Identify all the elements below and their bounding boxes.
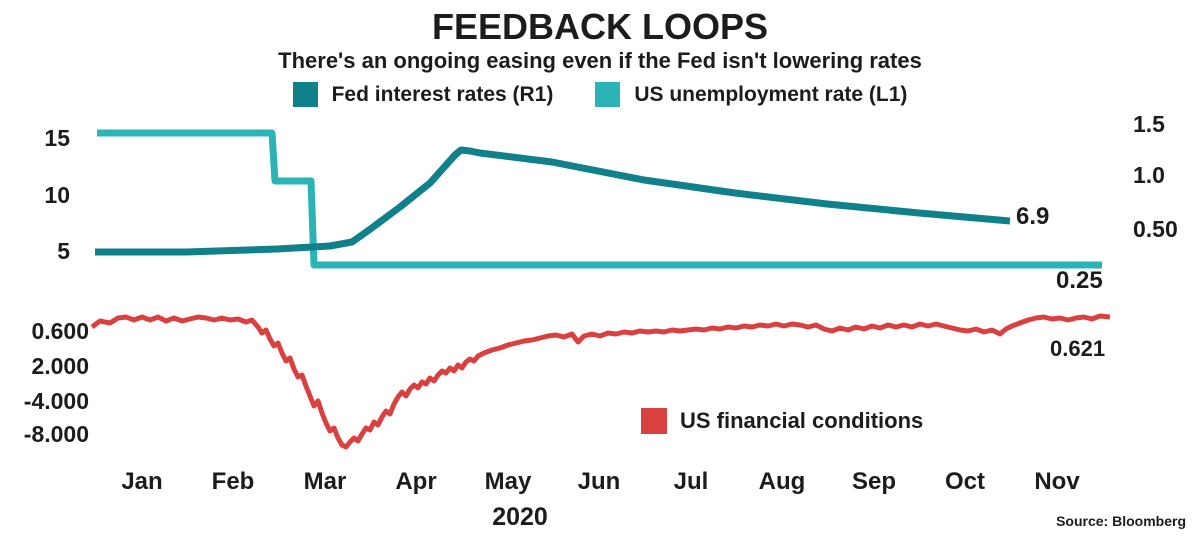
legend-swatch-fed-rates	[292, 82, 318, 107]
data-label-finconditions-end: 0.621	[1050, 336, 1106, 361]
month-label-sep: Sep	[851, 468, 896, 495]
month-label-oct: Oct	[944, 468, 985, 495]
year-label: 2020	[492, 503, 548, 531]
legend-swatch-unemployment	[595, 82, 621, 107]
legend-label-fed-rates: Fed interest rates (R1)	[331, 82, 554, 106]
month-label-jan: Jan	[121, 468, 163, 495]
line-fed-interest-rates	[97, 129, 1102, 269]
line-us-unemployment-rate	[95, 146, 1011, 256]
line-us-financial-conditions	[90, 313, 1111, 450]
data-label-unemployment-end: 6.9	[1016, 203, 1050, 230]
month-label-feb: Feb	[211, 468, 255, 495]
axis-bottom-tick-2000: 2.000	[31, 353, 89, 379]
month-label-mar: Mar	[303, 468, 347, 495]
axis-bottom-tick-neg8000: -8.000	[23, 421, 89, 447]
month-label-apr: Apr	[395, 468, 437, 495]
axis-left-tick-10: 10	[44, 182, 70, 208]
legend-swatch-finconditions	[641, 408, 667, 434]
data-label-fed-end: 0.25	[1056, 267, 1103, 294]
legend-label-finconditions: US financial conditions	[680, 408, 924, 433]
month-label-nov: Nov	[1034, 468, 1080, 495]
month-label-aug: Aug	[758, 468, 806, 495]
month-label-jul: Jul	[673, 468, 709, 495]
axis-left-tick-15: 15	[44, 125, 70, 151]
page-title: FEEDBACK LOOPS	[431, 6, 769, 47]
source-credit: Source: Bloomberg	[1056, 513, 1186, 529]
legend-top: Fed interest rates (R1) US unemployment …	[0, 82, 1200, 107]
axis-bottom-tick-0600: 0.600	[31, 318, 89, 344]
legend-finconditions: US financial conditions	[641, 408, 923, 434]
chart-subtitle: There's an ongoing easing even if the Fe…	[278, 48, 922, 73]
month-label-jun: Jun	[577, 468, 621, 495]
axis-bottom-tick-neg4000: -4.000	[23, 388, 89, 414]
axis-left-tick-5: 5	[57, 238, 70, 264]
axis-right-tick-0-50: 0.50	[1133, 216, 1178, 242]
month-label-may: May	[484, 468, 532, 495]
legend-label-unemployment: US unemployment rate (L1)	[634, 82, 908, 106]
axis-right-tick-1-5: 1.5	[1133, 111, 1165, 137]
axis-right-tick-1-0: 1.0	[1133, 162, 1165, 188]
